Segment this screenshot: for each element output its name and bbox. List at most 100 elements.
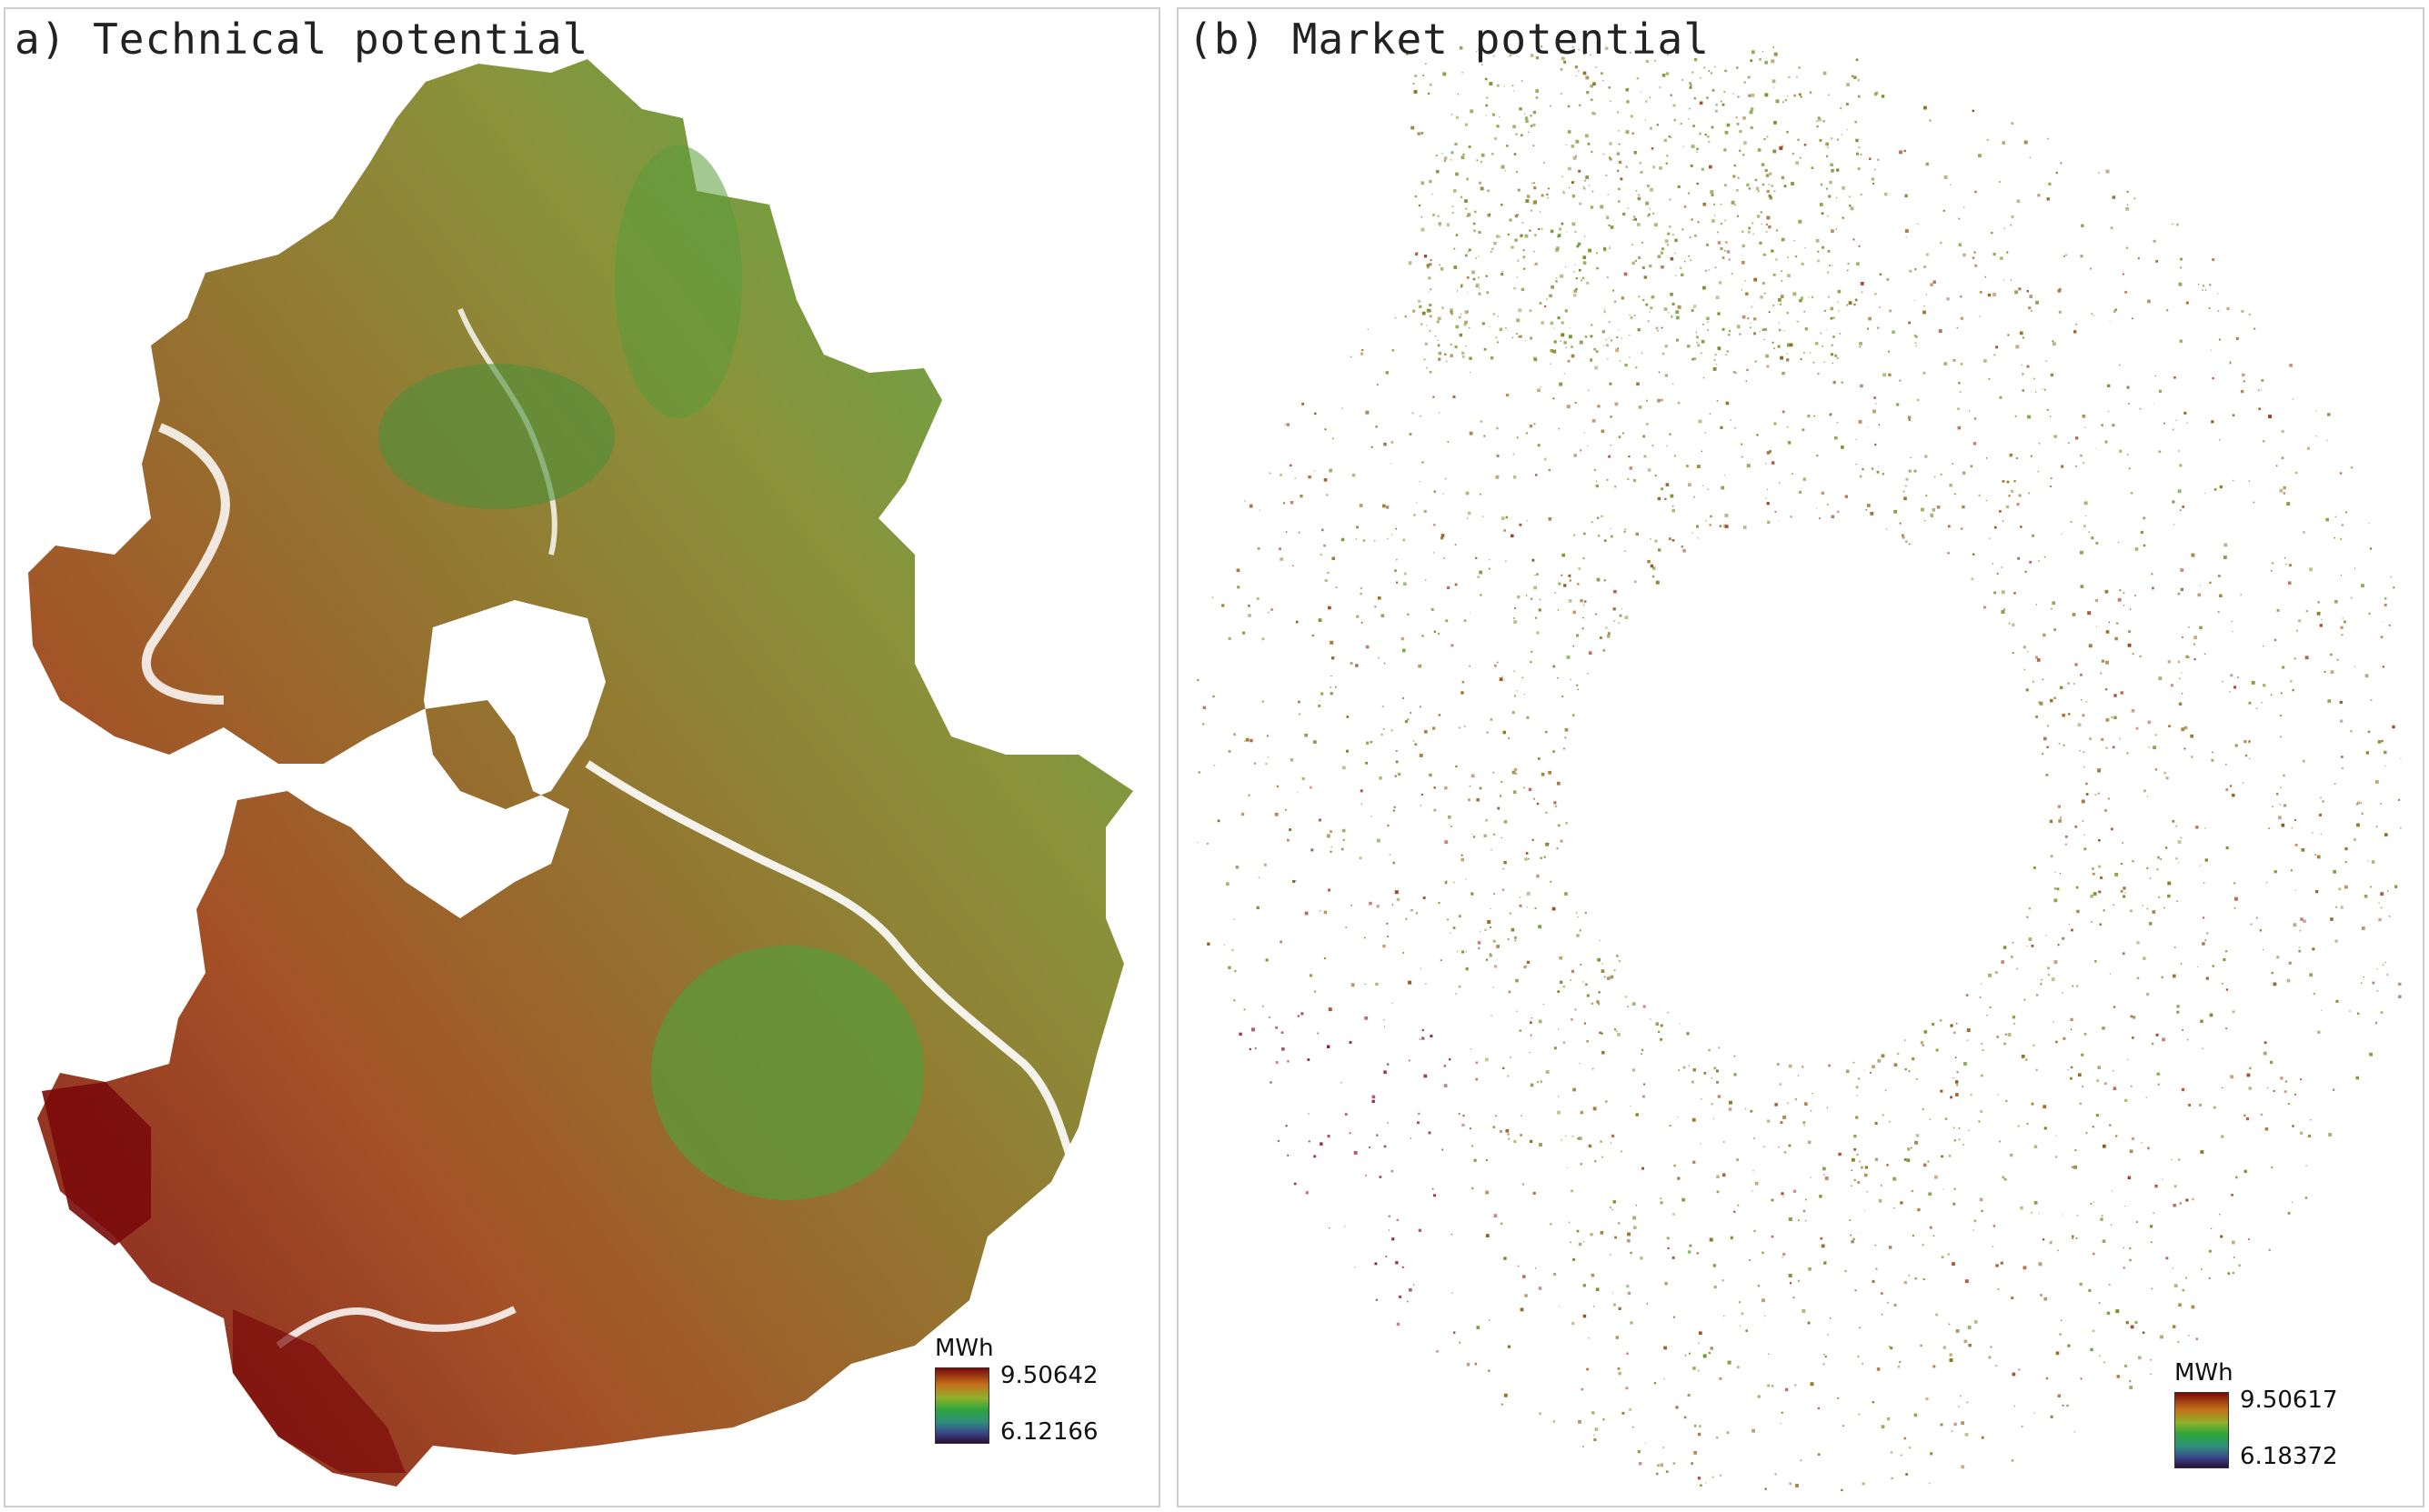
speckle (2233, 882, 2236, 885)
speckle (2191, 553, 2195, 557)
speckle (1627, 1291, 1631, 1296)
speckle (1460, 195, 1463, 198)
speckle (1503, 861, 1507, 865)
speckle (1762, 282, 1765, 285)
speckle (1844, 495, 1848, 498)
speckle (1601, 429, 1605, 434)
speckle (1629, 52, 1631, 55)
speckle (1514, 695, 1516, 697)
speckle (2028, 907, 2031, 910)
speckle (1438, 351, 1442, 355)
speckle (1702, 376, 1705, 379)
speckle (1889, 309, 1892, 313)
speckle (1775, 229, 1778, 232)
speckle (2177, 1341, 2180, 1344)
speckle (1426, 366, 1428, 369)
speckle (2153, 403, 2155, 405)
speckle (2186, 422, 2188, 424)
speckle (1311, 634, 1314, 637)
speckle (2188, 1335, 2190, 1337)
speckle (1923, 1030, 1928, 1034)
speckle (2139, 655, 2142, 657)
speckle (1714, 109, 1718, 113)
speckle (1803, 1102, 1808, 1106)
speckle (1956, 1023, 1958, 1025)
speckle (1893, 1303, 1897, 1307)
speckle (1774, 1473, 1777, 1476)
speckle (2080, 255, 2083, 258)
speckle (1586, 1367, 1589, 1371)
speckle (1773, 190, 1776, 193)
speckle (1802, 1121, 1806, 1125)
speckle (2093, 1252, 2095, 1256)
speckle (1452, 926, 1456, 929)
speckle (1603, 539, 1607, 542)
speckle (1736, 66, 1739, 69)
speckle (1428, 276, 1431, 280)
speckle (1831, 344, 1833, 346)
speckle (1772, 341, 1774, 344)
speckle (2283, 1090, 2287, 1093)
speckle (1360, 352, 1364, 355)
speckle (1670, 494, 1674, 498)
speckle (1892, 1177, 1897, 1181)
speckle (1641, 1053, 1642, 1055)
speckle (1409, 433, 1412, 436)
speckle (1426, 325, 1428, 326)
speckle (1493, 833, 1496, 836)
speckle (2126, 454, 2129, 456)
speckle (1429, 304, 1432, 306)
speckle (1503, 1393, 1508, 1397)
speckle (1627, 1232, 1631, 1237)
speckle (2150, 1359, 2152, 1361)
speckle (1433, 490, 1436, 493)
speckle (1541, 321, 1544, 325)
speckle (1711, 1077, 1713, 1079)
speckle (1827, 250, 1831, 253)
speckle (1334, 686, 1337, 688)
speckle (1832, 316, 1835, 320)
speckle (1691, 145, 1695, 148)
speckle (2172, 819, 2175, 823)
speckle (1523, 113, 1526, 115)
speckle (1713, 1066, 1717, 1070)
speckle (1652, 165, 1656, 169)
speckle (1559, 1306, 1561, 1307)
speckle (2073, 330, 2077, 334)
speckle (1688, 118, 1690, 120)
speckle (1778, 482, 1781, 484)
speckle (1547, 196, 1549, 199)
speckle (1878, 424, 1880, 426)
speckle (1513, 476, 1517, 479)
speckle (2058, 310, 2062, 314)
speckle (1999, 396, 2002, 399)
speckle (1422, 896, 1426, 899)
speckle (1579, 104, 1581, 106)
speckle (1328, 1007, 1332, 1012)
speckle (2355, 1076, 2359, 1080)
speckle (2177, 660, 2181, 664)
speckle (1539, 302, 1542, 305)
speckle (1649, 96, 1651, 98)
speckle (2034, 656, 2038, 659)
speckle (2107, 384, 2111, 388)
speckle (1575, 75, 1577, 77)
speckle (2014, 415, 2017, 417)
speckle (2045, 935, 2047, 936)
speckle (2036, 994, 2039, 996)
speckle (1882, 473, 1884, 476)
speckle (1733, 1073, 1737, 1076)
speckle (1460, 854, 1463, 856)
speckle (1953, 1422, 1957, 1427)
speckle (1963, 1062, 1967, 1066)
speckle (1871, 177, 1875, 181)
speckle (1450, 644, 1454, 647)
speckle (2174, 946, 2176, 948)
speckle (1668, 537, 1671, 541)
speckle (1395, 750, 1398, 752)
speckle (1258, 876, 1260, 879)
speckle (1608, 225, 1611, 226)
speckle (1781, 1192, 1784, 1196)
speckle (1253, 762, 1256, 765)
speckle (1340, 1081, 1342, 1084)
